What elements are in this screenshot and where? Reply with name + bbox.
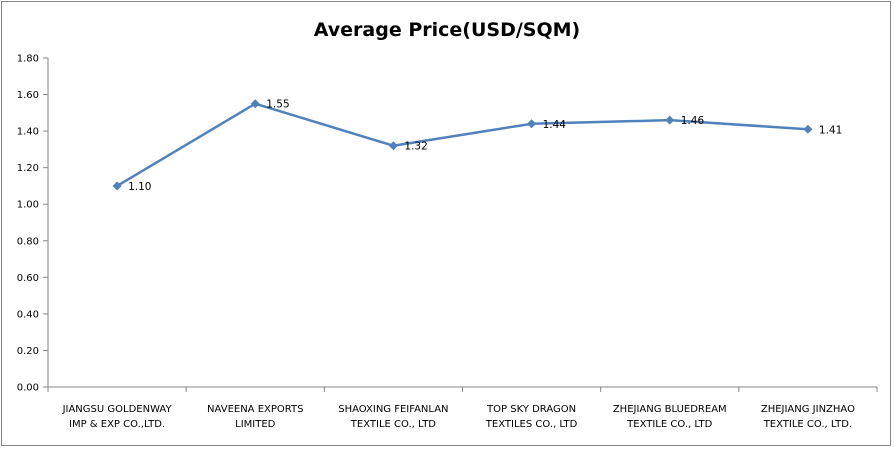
y-tick-label: 1.80 bbox=[17, 54, 39, 65]
x-category-label: SHAOXING FEIFANLAN TEXTILE CO., LTD bbox=[338, 404, 448, 430]
x-category-label-line: NAVEENA EXPORTS bbox=[207, 404, 303, 415]
y-tick-label: 1.20 bbox=[17, 163, 39, 174]
data-label: 1.44 bbox=[543, 119, 567, 131]
y-tick-label: 1.00 bbox=[17, 200, 39, 211]
x-category-label-line: TEXTILE CO., LTD bbox=[626, 419, 713, 430]
series-line bbox=[116, 102, 808, 188]
x-axis-categories: JIANGSU GOLDENWAY IMP & EXP CO.,LTD. NAVEE… bbox=[47, 387, 878, 430]
y-tick-label: 1.60 bbox=[17, 90, 39, 101]
y-tick-label: 1.40 bbox=[17, 127, 39, 138]
data-label: 1.32 bbox=[404, 141, 427, 153]
x-category-label-line: IMP & EXP CO.,LTD. bbox=[69, 419, 165, 430]
x-category-label-line: JIANGSU GOLDENWAY bbox=[62, 404, 173, 415]
x-category-label: ZHEJIANG JINZHAO TEXTILE CO., LTD. bbox=[761, 404, 855, 430]
x-category-label-line: TOP SKY DRAGON bbox=[486, 404, 576, 415]
data-point-marker bbox=[250, 99, 260, 109]
y-tick-label: 0.20 bbox=[17, 346, 39, 357]
y-tick-label: 0.60 bbox=[17, 273, 39, 284]
x-category-label-line: LIMITED bbox=[235, 419, 276, 430]
series bbox=[112, 99, 813, 191]
data-point-marker bbox=[803, 124, 813, 134]
x-category-label: JIANGSU GOLDENWAY IMP & EXP CO.,LTD. bbox=[62, 404, 173, 430]
y-axis-ticks: 0.00 0.20 0.40 0.60 0.80 1.00 1.20 1.40 1.60 1.80 bbox=[17, 54, 48, 394]
data-point-marker bbox=[112, 181, 122, 191]
data-label: 1.46 bbox=[681, 115, 705, 127]
x-category-label-line: ZHEJIANG JINZHAO bbox=[761, 404, 855, 415]
data-point-marker bbox=[665, 115, 675, 125]
data-label: 1.55 bbox=[266, 99, 289, 111]
axes bbox=[47, 58, 877, 388]
data-labels: 1.10 1.55 1.32 1.44 1.46 1.41 bbox=[128, 99, 842, 193]
x-category-label: TOP SKY DRAGON TEXTILES CO., LTD bbox=[485, 404, 578, 430]
chart-title: Average Price(USD/SQM) bbox=[314, 19, 580, 41]
data-point-marker bbox=[527, 119, 537, 129]
x-category-label-line: SHAOXING FEIFANLAN bbox=[338, 404, 448, 415]
data-label: 1.41 bbox=[819, 124, 842, 136]
x-category-label: ZHEJIANG BLUEDREAM TEXTILE CO., LTD bbox=[613, 404, 727, 430]
y-tick-label: 0.80 bbox=[17, 236, 39, 247]
x-category-label-line: ZHEJIANG BLUEDREAM bbox=[613, 404, 727, 415]
x-category-label-line: TEXTILE CO., LTD bbox=[350, 419, 437, 430]
data-label: 1.10 bbox=[128, 181, 151, 193]
x-category-label-line: TEXTILE CO., LTD. bbox=[763, 419, 852, 430]
x-category-label-line: TEXTILES CO., LTD bbox=[485, 419, 578, 430]
x-category-label: NAVEENA EXPORTS LIMITED bbox=[207, 404, 303, 430]
y-tick-label: 0.00 bbox=[17, 383, 39, 394]
data-point-marker bbox=[388, 141, 398, 151]
y-tick-label: 0.40 bbox=[17, 309, 39, 320]
